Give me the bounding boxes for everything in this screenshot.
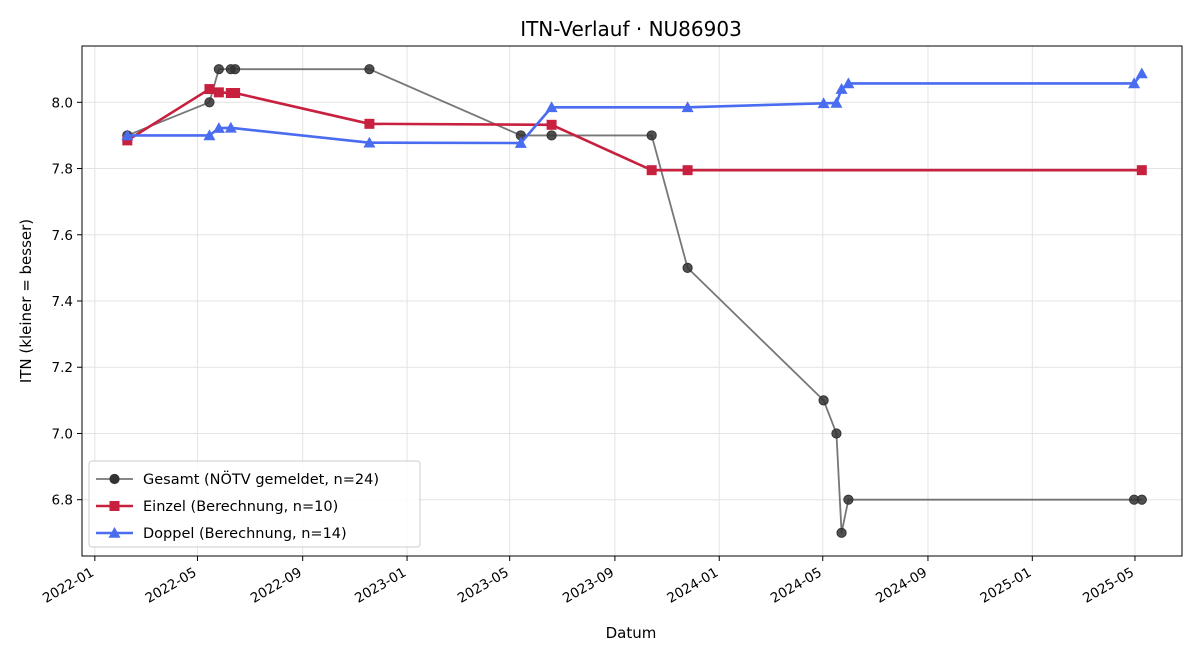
data-point [363,136,376,148]
data-point [818,395,829,406]
data-point [203,129,216,141]
data-point [364,118,375,129]
x-tick-label: 2023-01 [352,565,409,607]
data-point [646,130,657,141]
x-tick-label: 2022-01 [40,565,97,607]
legend-marker [108,527,121,538]
data-point [546,119,557,130]
series-doppel [121,67,1148,148]
y-axis-label: ITN (kleiner = besser) [17,219,35,383]
data-point [682,262,693,273]
legend-label: Einzel (Berechnung, n=10) [143,499,338,515]
data-point [843,494,854,505]
x-tick-label: 2022-05 [143,565,200,607]
data-point [830,96,843,108]
legend-marker [109,473,120,485]
x-tick-label: 2024-09 [873,565,930,607]
data-point [230,88,241,99]
series-einzel [122,84,1147,176]
y-tick-label: 7.0 [52,426,73,442]
data-point [204,97,215,108]
data-point [1128,77,1141,89]
y-tick-label: 6.8 [52,493,73,509]
data-point [1135,67,1148,79]
legend-label: Doppel (Berechnung, n=14) [143,526,347,542]
data-point [514,137,527,148]
data-point [842,77,855,89]
x-tick-label: 2023-09 [560,565,617,607]
data-point [1136,165,1147,176]
data-point [224,121,237,133]
data-point [213,87,224,98]
y-tick-label: 7.4 [52,294,73,310]
data-point [835,83,848,94]
data-point [545,101,558,113]
data-point [646,165,657,176]
data-point [121,129,134,141]
x-tick-label: 2025-05 [1080,565,1137,607]
x-tick-label: 2023-05 [455,565,512,607]
legend-label: Gesamt (NÖTV gemeldet, n=24) [143,470,379,488]
data-point [831,428,842,439]
data-point [213,64,224,75]
data-point [1136,494,1147,505]
legend-box [88,460,421,548]
y-tick-label: 7.6 [52,228,73,244]
x-tick-label: 2022-09 [248,565,305,607]
data-point [546,130,557,141]
legend: Gesamt (NÖTV gemeldet, n=24) Einzel (Bere… [88,460,421,548]
legend-marker [109,501,120,511]
y-tick-label: 8.0 [52,95,73,111]
series-line [126,87,1142,172]
data-point [122,135,133,146]
data-point [682,165,693,176]
data-point [230,64,241,75]
x-axis-label: Datum [606,624,657,642]
series-gesamt [122,64,1147,538]
data-point [681,101,694,113]
data-point [212,122,225,133]
x-tick-label: 2024-01 [664,565,721,607]
x-tick-label: 2025-01 [977,565,1034,607]
y-tick-label: 7.2 [52,360,73,376]
chart-title: ITN-Verlauf · NU86903 [520,17,742,41]
data-point [817,97,830,109]
y-tick-label: 7.8 [52,162,73,178]
series-line [127,72,1143,145]
series-line [126,68,1142,534]
data-point [204,84,215,95]
plot-series [121,64,1148,538]
data-point [836,527,847,538]
data-point [364,64,375,75]
x-tick-label: 2024-05 [768,565,825,607]
